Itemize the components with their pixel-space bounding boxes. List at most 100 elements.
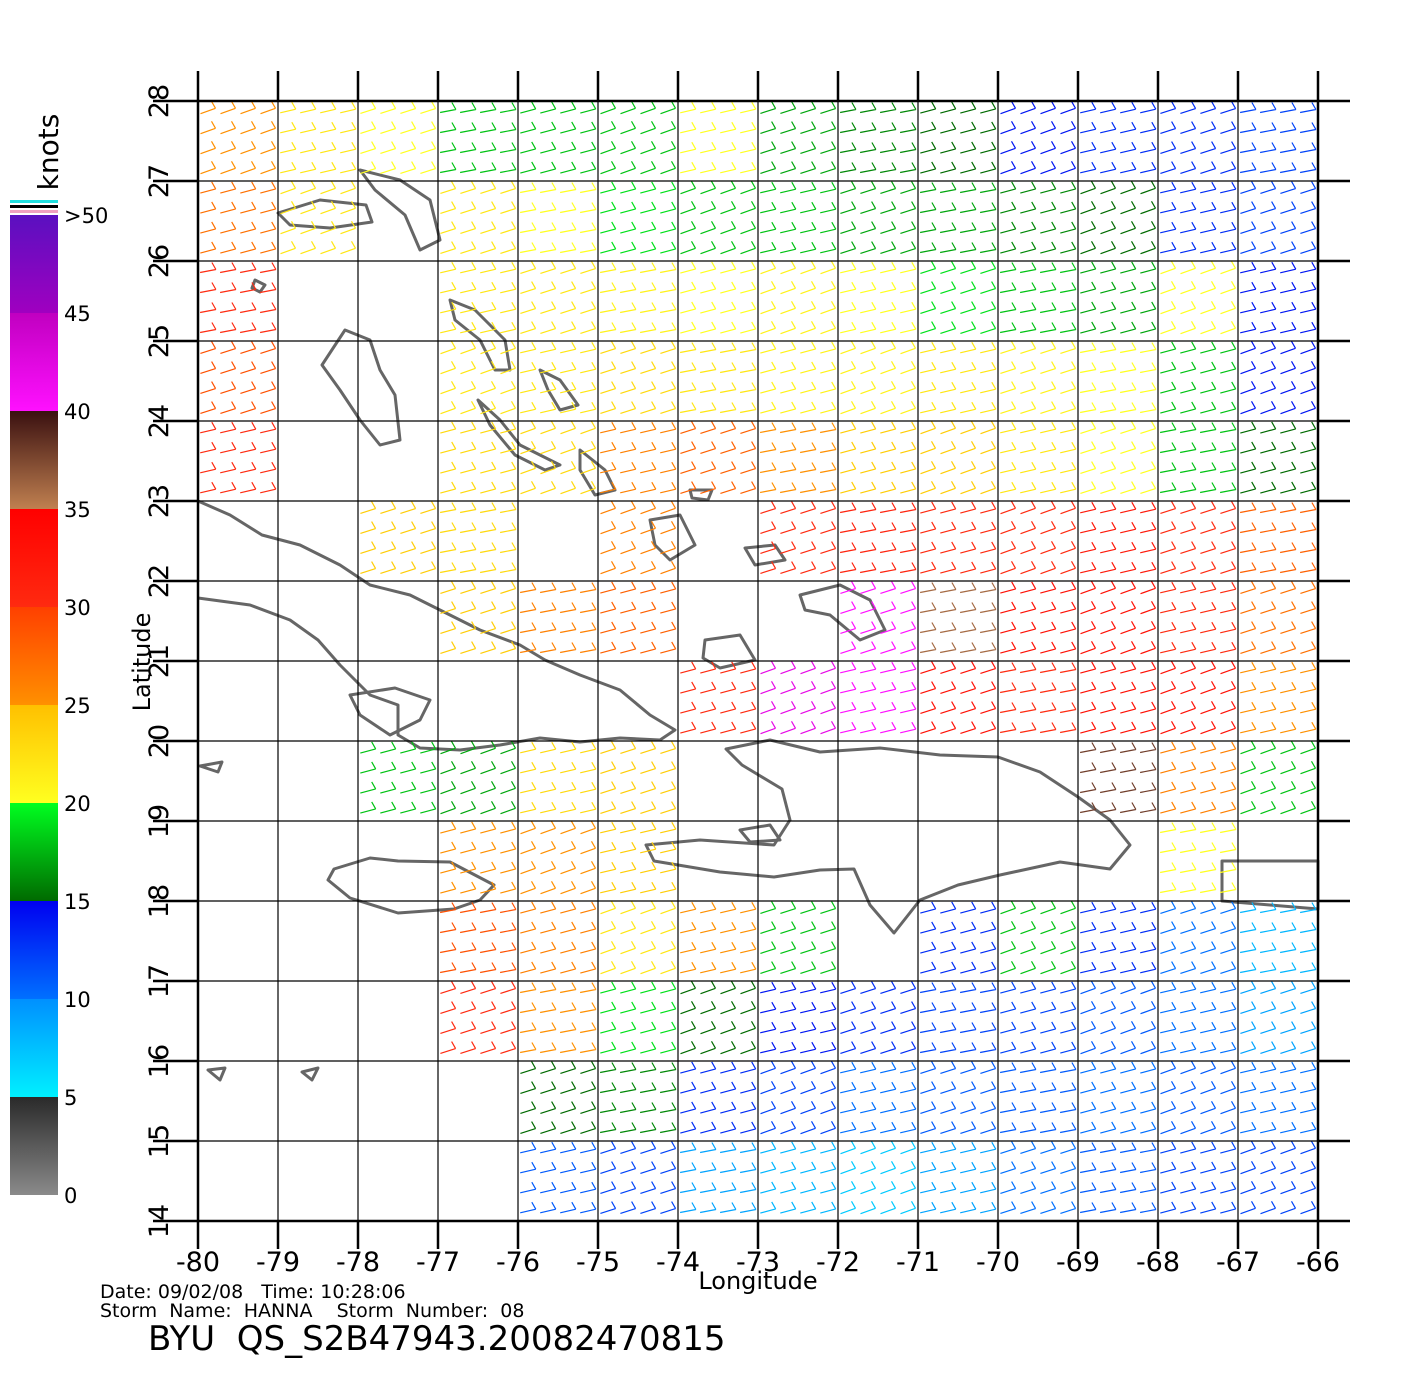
wind-barb-cell — [520, 1061, 597, 1134]
coastline — [476, 398, 562, 472]
wind-barb-cell — [1240, 421, 1317, 494]
wind-barb-cell — [520, 901, 597, 974]
x-tick-label: -72 — [816, 1247, 860, 1278]
x-tick-label: -74 — [656, 1247, 700, 1278]
y-tick-label: 18 — [144, 884, 175, 918]
x-tick-label: -71 — [896, 1247, 940, 1278]
wind-barb-cell — [200, 341, 277, 414]
wind-barb-cell — [1160, 661, 1237, 735]
wind-barb-cell — [1239, 102, 1317, 174]
wind-barb-cell — [1080, 661, 1157, 734]
x-tick-label: -68 — [1136, 1247, 1180, 1278]
wind-barb-cell — [199, 262, 277, 334]
y-tick-label: 23 — [144, 484, 175, 518]
colorbar: 0 5 10 15 20 25 30 35 40 45 >50 — [10, 200, 108, 1208]
wind-barb-cell — [360, 741, 437, 814]
wind-barb-cell — [1079, 1142, 1157, 1214]
wind-barb-cell — [440, 421, 517, 494]
x-tick-label: -70 — [976, 1247, 1020, 1278]
wind-barb-cell — [840, 261, 917, 334]
coastline — [648, 513, 697, 562]
wind-barb-cell — [1240, 581, 1317, 654]
y-tick-label: 19 — [144, 804, 175, 838]
wind-barb-cell — [1240, 741, 1317, 815]
wind-barb-cell — [439, 102, 517, 174]
wind-barb-cell — [680, 261, 757, 334]
wind-barb-cell — [1080, 261, 1157, 334]
wind-barb-cell — [840, 1061, 917, 1134]
wind-barb-cell — [519, 182, 597, 254]
x-tick-label: -66 — [1296, 1247, 1340, 1278]
wind-barb-cell — [760, 181, 837, 254]
wind-barb-cell — [1080, 1061, 1157, 1134]
wind-barb-cell — [599, 262, 677, 334]
wind-barb-cell — [600, 501, 677, 575]
colorbar-segment — [10, 313, 58, 411]
wind-barb-cell — [999, 1062, 1077, 1134]
wind-barb-cell — [760, 981, 837, 1054]
x-tick-label: -73 — [736, 1247, 780, 1278]
wind-barb-cell — [360, 501, 437, 574]
colorbar-tick-label: 30 — [64, 596, 91, 620]
coastline — [320, 328, 402, 447]
wind-barb-cell — [1000, 901, 1077, 975]
x-tick-label: -67 — [1216, 1247, 1260, 1278]
wind-barb-cell — [520, 741, 597, 814]
colorbar-tick-label: 15 — [64, 890, 91, 914]
colorbar-segment — [10, 803, 58, 901]
wind-barb-cell — [1000, 981, 1077, 1054]
wind-barb-cell — [1080, 181, 1157, 255]
wind-barb-cell — [840, 661, 917, 734]
wind-barb-cell — [520, 101, 597, 174]
wind-barb-cell — [1080, 581, 1157, 655]
wind-barb-cell — [920, 501, 997, 574]
wind-barb-cell — [840, 341, 917, 415]
wind-barb-cell — [1239, 502, 1317, 574]
wind-barb-cell — [919, 982, 997, 1054]
y-tick-label: 27 — [144, 164, 175, 198]
coastline — [738, 823, 782, 844]
y-tick-label: 17 — [144, 964, 175, 998]
x-axis-label: Longitude — [698, 1267, 817, 1295]
wind-barb-cell — [600, 421, 677, 494]
wind-barb-cell — [679, 342, 757, 414]
wind-barb-cell — [920, 1141, 997, 1214]
wind-barb-cell — [920, 101, 997, 174]
wind-barb-cell — [1160, 101, 1237, 174]
wind-barb-cell — [200, 181, 277, 254]
wind-barb-cell — [919, 582, 997, 654]
wind-barb-cell — [1080, 421, 1157, 494]
wind-barb-cell — [840, 181, 917, 254]
wind-barb-cell — [1080, 501, 1157, 574]
footer-date: Date: 09/02/08 Time: 10:28:06 — [100, 1281, 406, 1303]
wind-barb-cell — [1160, 181, 1237, 254]
wind-barb-cell — [1240, 981, 1317, 1054]
wind-barb-cell — [1000, 1141, 1077, 1214]
wind-barb-cell — [440, 581, 517, 654]
colorbar-cap — [10, 200, 58, 203]
coastline — [644, 738, 1132, 935]
wind-barb-cell — [760, 261, 837, 335]
x-tick-label: -80 — [176, 1247, 220, 1278]
wind-barb-cell — [680, 901, 757, 974]
wind-barb-cell — [439, 902, 517, 974]
wind-barb-cell — [840, 581, 917, 654]
wind-barb-cell — [600, 341, 677, 414]
wind-barb-cell — [759, 422, 837, 494]
coastline — [276, 198, 374, 230]
x-tick-label: -69 — [1056, 1247, 1100, 1278]
wind-barb-cell — [919, 182, 997, 254]
wind-barb-cell — [1160, 341, 1237, 414]
y-tick-label: 14 — [144, 1204, 175, 1238]
wind-barb-cell — [440, 741, 517, 815]
wind-barb-cell — [440, 981, 517, 1054]
wind-barb-cell — [680, 101, 757, 174]
wind-barb-cell — [760, 901, 837, 974]
wind-barb-cell — [1240, 1061, 1317, 1134]
wind-barb-cell — [920, 261, 997, 334]
wind-barb-cell — [200, 101, 277, 175]
coastline — [358, 168, 442, 252]
colorbar-tick-label: 25 — [64, 694, 91, 718]
wind-barb-cell — [760, 501, 837, 574]
